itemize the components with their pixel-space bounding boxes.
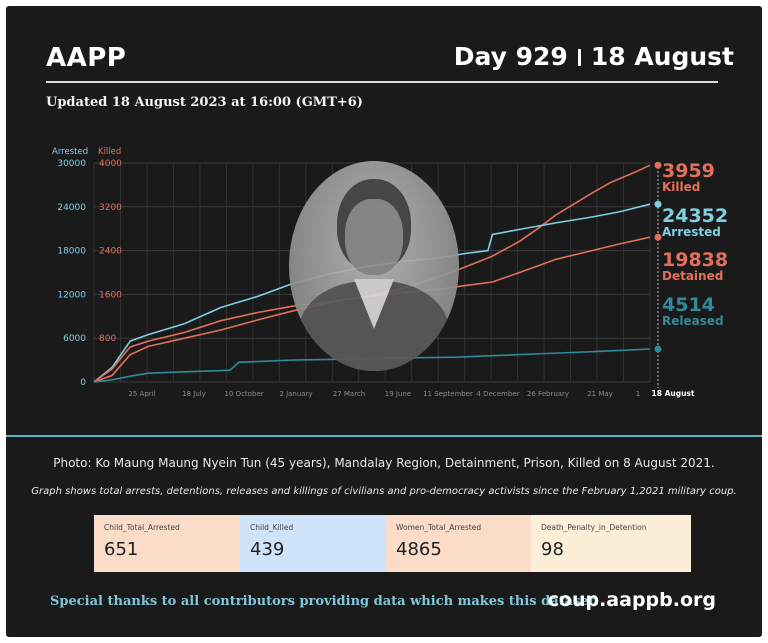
series-value-arrested: 24352 [662, 205, 728, 227]
header-rule [46, 81, 718, 83]
series-value-detained: 19838 [662, 249, 728, 271]
x-tick-label: 2 January [279, 390, 312, 398]
x-tick-label: 11 September [423, 390, 473, 398]
arrested-tick-label: 6000 [63, 334, 86, 344]
day-date-heading: Day 929 18 August [454, 42, 734, 71]
x-end-label: 18 August [652, 389, 695, 398]
portrait-face [345, 199, 403, 275]
series-name-arrested: Arrested [662, 225, 721, 239]
x-tick-label: 18 July [182, 390, 206, 398]
series-value-released: 4514 [662, 294, 715, 316]
stat-value: 439 [250, 539, 285, 560]
brand-title: AAPP [46, 43, 127, 73]
x-tick-label: 10 October [224, 390, 263, 398]
stat-value: 651 [104, 539, 139, 560]
graph-note: Graph shows total arrests, detentions, r… [31, 486, 737, 497]
stat-death-penalty-in-detention: Death_Penalty_in_Detention 98 [531, 515, 691, 572]
killed-tick-label: 800 [99, 334, 116, 344]
infographic-card: AAPP Day 929 18 August Updated 18 August … [6, 6, 762, 637]
arrested-tick-label: 0 [80, 378, 86, 388]
stat-label: Death_Penalty_in_Detention [541, 523, 647, 532]
stats-strip: Child_Total_Arrested 651 Child_Killed 43… [94, 515, 691, 572]
photo-caption: Photo: Ko Maung Maung Nyein Tun (45 year… [53, 456, 715, 470]
stat-label: Child_Total_Arrested [104, 523, 180, 532]
killed-tick-label: 1600 [99, 290, 122, 300]
stat-label: Child_Killed [250, 523, 294, 532]
killed-tick-label: 3200 [99, 203, 122, 213]
arrested-tick-label: 30000 [57, 159, 86, 169]
killed-tick-label: 4000 [99, 159, 122, 169]
series-endpoint-killed [654, 161, 662, 169]
stat-label: Women_Total_Arrested [396, 523, 482, 532]
series-value-killed: 3959 [662, 160, 715, 182]
day-label: Day 929 [453, 42, 568, 71]
arrested-tick-label: 12000 [57, 290, 86, 300]
arrested-tick-label: 18000 [57, 247, 86, 257]
killed-tick-label: 2400 [99, 247, 122, 257]
series-endpoint-detained [654, 233, 662, 241]
arrested-ticks: 30000 24000 18000 12000 6000 0 [57, 159, 86, 388]
x-tick-label: 26 February [527, 390, 569, 398]
series-name-killed: Killed [662, 180, 700, 194]
series-endpoint-released [654, 345, 662, 353]
stat-women-total-arrested: Women_Total_Arrested 4865 [386, 515, 531, 572]
stat-child-total-arrested: Child_Total_Arrested 651 [94, 515, 240, 572]
section-divider [6, 435, 762, 437]
x-tick-label: 27 March [333, 390, 365, 398]
x-tick-label: 19 June [385, 390, 411, 398]
arrested-tick-label: 24000 [57, 203, 86, 213]
series-name-released: Released [662, 314, 724, 328]
divider-bar [577, 49, 581, 66]
x-tick-label: 1 [636, 390, 640, 398]
x-tick-label: 4 December [477, 390, 520, 398]
stat-child-killed: Child_Killed 439 [240, 515, 386, 572]
stat-value: 98 [541, 539, 564, 560]
left-axis-label: Arrested [52, 147, 88, 157]
thanks-note: Special thanks to all contributors provi… [50, 594, 600, 609]
killed-ticks: 4000 3200 2400 1600 800 [99, 159, 122, 344]
site-url[interactable]: coup.aappb.org [547, 589, 716, 611]
stat-value: 4865 [396, 539, 442, 560]
x-ticks: 25 April 18 July 10 October 2 January 27 Mar… [128, 389, 694, 398]
x-tick-label: 25 April [128, 390, 155, 398]
right-axis-label: Killed [98, 147, 121, 157]
series-name-detained: Detained [662, 269, 723, 283]
date-label: 18 August [590, 42, 734, 71]
updated-timestamp: Updated 18 August 2023 at 16:00 (GMT+6) [46, 95, 363, 110]
victim-portrait [289, 161, 459, 371]
series-endpoint-arrested [654, 200, 662, 208]
x-tick-label: 21 May [587, 390, 613, 398]
